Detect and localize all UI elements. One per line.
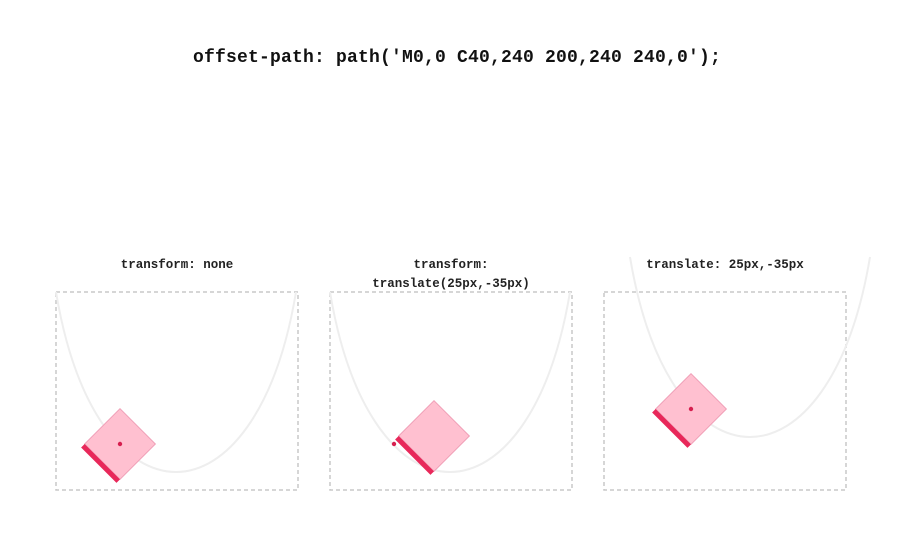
moving-box <box>652 372 728 448</box>
page-heading: offset-path: path('M0,0 C40,240 200,240 … <box>192 48 722 68</box>
demo-frame <box>55 291 299 491</box>
offset-path-curve <box>55 291 297 473</box>
demo-label-transform-none: transform: none <box>57 256 297 275</box>
demo-label-line: translate: 25px,-35px <box>646 258 804 272</box>
anchor-dot <box>688 406 694 412</box>
demo-transform-none <box>55 291 299 491</box>
demo-label-line: transform: none <box>120 258 234 272</box>
demo-transform-translate <box>329 291 573 491</box>
anchor-dot <box>117 441 123 447</box>
demo-label-line: transform: <box>413 258 489 272</box>
box-edge-stripe <box>652 409 691 448</box>
demo-label-transform-translate: transform: translate(25px,-35px) <box>331 256 571 294</box>
moving-box <box>81 407 157 483</box>
demo-frame <box>329 291 573 491</box>
demo-frame <box>603 291 847 491</box>
offset-path-curve <box>629 256 871 438</box>
demo-label-line: translate(25px,-35px) <box>372 277 530 291</box>
demo-translate-property <box>603 256 871 491</box>
offset-path-curve <box>329 291 571 473</box>
demo-label-translate-property: translate: 25px,-35px <box>605 256 845 275</box>
box-edge-stripe <box>395 436 434 475</box>
anchor-dot <box>391 441 397 447</box>
box-edge-stripe <box>81 444 120 483</box>
moving-box <box>395 399 471 475</box>
